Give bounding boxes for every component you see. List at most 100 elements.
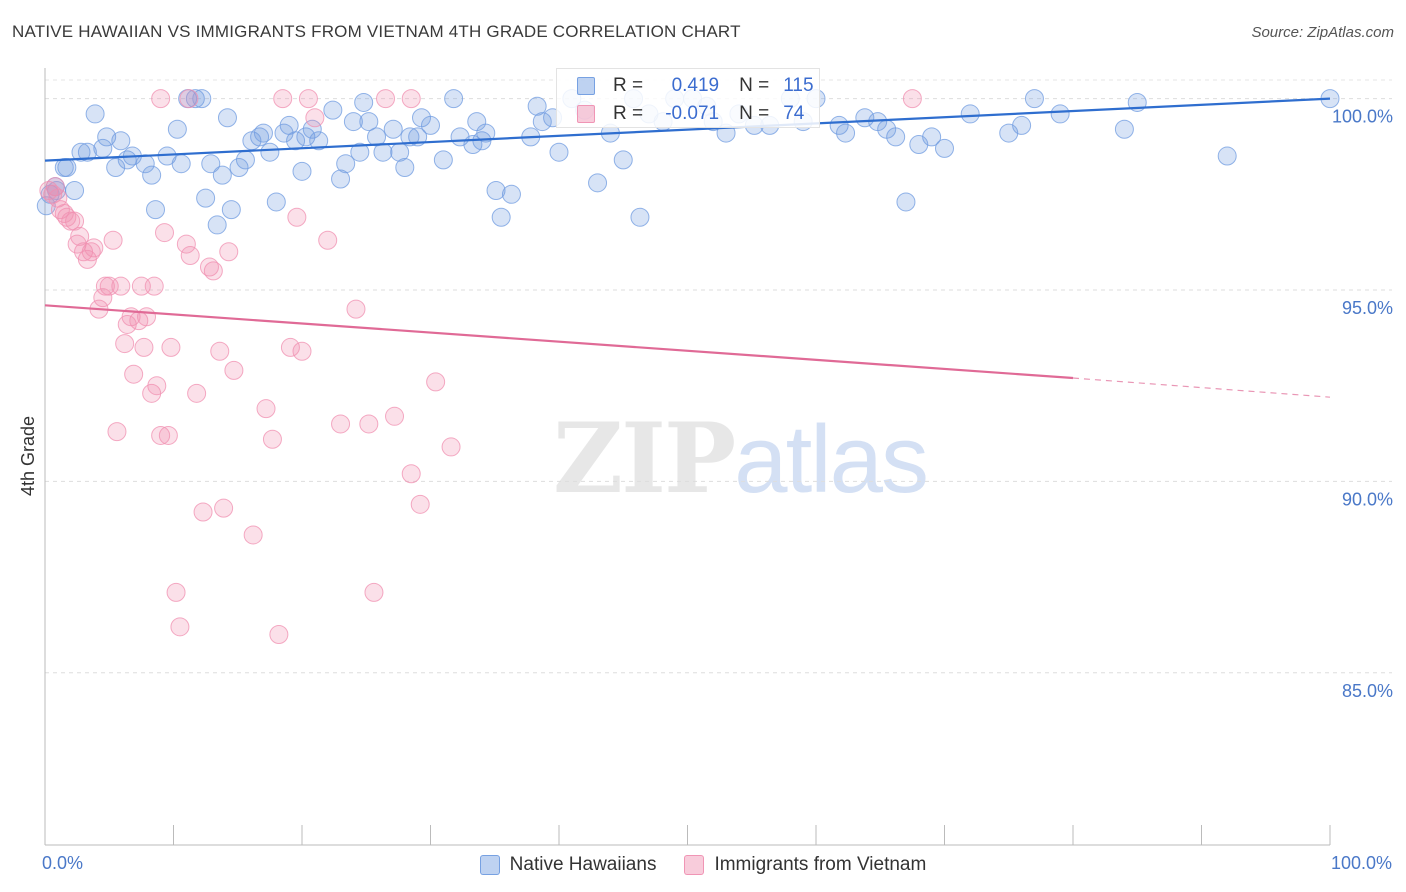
- native-hawaiians-point: [896, 192, 916, 212]
- y-tick-label: 85.0%: [1342, 681, 1393, 701]
- watermark-atlas: atlas: [734, 406, 929, 513]
- immigrants-vietnam-point: [170, 617, 190, 637]
- native-hawaiians-point: [383, 119, 403, 139]
- immigrants-vietnam-point: [219, 242, 239, 262]
- native-hawaiians-point: [476, 123, 496, 143]
- immigrants-vietnam-point: [99, 276, 119, 296]
- native-hawaiians-point: [935, 138, 954, 158]
- native-hawaiians-point: [922, 127, 942, 147]
- native-hawaiians-point: [444, 89, 464, 109]
- native-hawaiians-point: [77, 142, 97, 162]
- trend-layer: [44, 97, 1331, 398]
- legend-item-native-hawaiians[interactable]: Native Hawaiians: [479, 854, 657, 876]
- immigrants-vietnam-point: [70, 226, 90, 246]
- native-hawaiians-point: [373, 142, 393, 162]
- native-hawaiians-point: [171, 154, 191, 174]
- native-hawaiians-point: [836, 123, 856, 143]
- immigrants-vietnam-point: [280, 337, 300, 357]
- immigrants-vietnam-point: [214, 498, 234, 518]
- native-hawaiians-point: [36, 196, 56, 216]
- native-hawaiians-point: [302, 119, 322, 139]
- stats-row-native-hawaiians: R = 0.419 N = 115: [577, 72, 814, 100]
- native-hawaiians-point: [359, 112, 379, 132]
- stats-r-value: 0.419: [671, 75, 720, 96]
- native-hawaiians-point: [212, 165, 232, 185]
- immigrants-vietnam-point: [243, 525, 263, 545]
- native-hawaiians-point: [266, 192, 286, 212]
- immigrants-vietnam-point: [203, 261, 223, 281]
- native-hawaiians-point: [85, 104, 105, 124]
- immigrants-vietnam-point: [199, 257, 219, 277]
- native-hawaiians-point: [343, 112, 363, 132]
- native-hawaiians-point: [1114, 119, 1134, 139]
- native-hawaiians-point: [829, 115, 849, 135]
- zipatlas-watermark: ZIPatlas: [553, 402, 929, 515]
- native-hawaiians-point: [201, 154, 221, 174]
- native-hawaiians-point: [111, 131, 131, 151]
- immigrants-vietnam-point: [161, 337, 181, 357]
- stats-row-immigrants-vietnam: R = -0.071 N = 74: [577, 100, 804, 128]
- immigrants-vietnam-point: [111, 276, 131, 296]
- stats-swatch-immigrants-vietnam: [577, 105, 595, 123]
- immigrants-vietnam-point: [224, 360, 244, 380]
- native-hawaiians-point: [196, 188, 216, 208]
- immigrants-vietnam-point: [151, 425, 171, 445]
- immigrants-vietnam-point: [376, 89, 396, 109]
- native-hawaiians-point: [286, 131, 306, 151]
- immigrants-vietnam-point: [305, 108, 325, 128]
- immigrants-vietnam-point: [45, 177, 65, 197]
- native-hawaiians-point: [400, 127, 420, 147]
- native-hawaiians-point: [960, 104, 980, 124]
- native-hawaiians-point: [433, 150, 453, 170]
- immigrants-vietnam-point: [385, 406, 405, 426]
- x-tick-label: 0.0%: [42, 853, 83, 873]
- immigrants-vietnam-point: [84, 238, 104, 258]
- immigrants-vietnam-point: [364, 582, 384, 602]
- immigrants-vietnam-point: [155, 223, 175, 243]
- immigrants-vietnam-point: [902, 89, 922, 109]
- immigrants-vietnam-point: [273, 89, 293, 109]
- immigrants-vietnam-point: [124, 364, 144, 384]
- immigrants-vietnam-point: [292, 341, 312, 361]
- native-hawaiians-point: [207, 215, 227, 235]
- native-hawaiians-point: [350, 142, 370, 162]
- immigrants-vietnam-point: [269, 624, 289, 644]
- native-hawaiians-point: [167, 119, 187, 139]
- native-hawaiians-point: [331, 169, 351, 189]
- correlation-stats-box: R = 0.419 N = 115 R = -0.071 N = 74: [556, 68, 820, 128]
- immigrants-vietnam-point: [134, 337, 154, 357]
- x-tick-label: 100.0%: [1331, 853, 1392, 873]
- immigrants-vietnam-trendline: [44, 304, 1074, 380]
- immigrants-vietnam-point: [426, 372, 446, 392]
- stats-r-label: R =: [613, 103, 644, 124]
- immigrants-vietnam-point: [193, 502, 213, 522]
- legend-label-native-hawaiians: Native Hawaiians: [509, 854, 657, 875]
- immigrants-vietnam-point: [179, 89, 199, 109]
- native-hawaiians-point: [549, 142, 569, 162]
- immigrants-vietnam-point: [166, 582, 186, 602]
- y-tick-label: 95.0%: [1342, 298, 1393, 318]
- immigrants-vietnam-point: [441, 437, 461, 457]
- native-hawaiians-point: [1050, 104, 1070, 124]
- native-hawaiians-point: [135, 154, 155, 174]
- immigrants-vietnam-point: [401, 464, 421, 484]
- immigrants-vietnam-point: [107, 422, 127, 442]
- immigrants-vietnam-point: [144, 276, 164, 296]
- native-hawaiians-point: [1217, 146, 1237, 166]
- native-hawaiians-point: [309, 131, 329, 151]
- immigrants-vietnam-point: [359, 414, 379, 434]
- native-hawaiians-point: [613, 150, 633, 170]
- native-hawaiians-point: [588, 173, 608, 193]
- legend-item-immigrants-vietnam[interactable]: Immigrants from Vietnam: [684, 854, 926, 876]
- native-hawaiians-point: [501, 184, 521, 204]
- native-hawaiians-point: [1012, 115, 1032, 135]
- native-hawaiians-point: [253, 123, 273, 143]
- immigrants-vietnam-point: [331, 414, 351, 434]
- immigrants-vietnam-point: [401, 89, 421, 109]
- immigrants-vietnam-point: [65, 211, 85, 231]
- immigrants-vietnam-point: [43, 184, 63, 204]
- immigrants-vietnam-trendline-extension: [1072, 377, 1331, 398]
- y-tick-label: 100.0%: [1332, 107, 1393, 127]
- native-hawaiians-point: [323, 100, 343, 120]
- immigrants-vietnam-point: [287, 207, 307, 227]
